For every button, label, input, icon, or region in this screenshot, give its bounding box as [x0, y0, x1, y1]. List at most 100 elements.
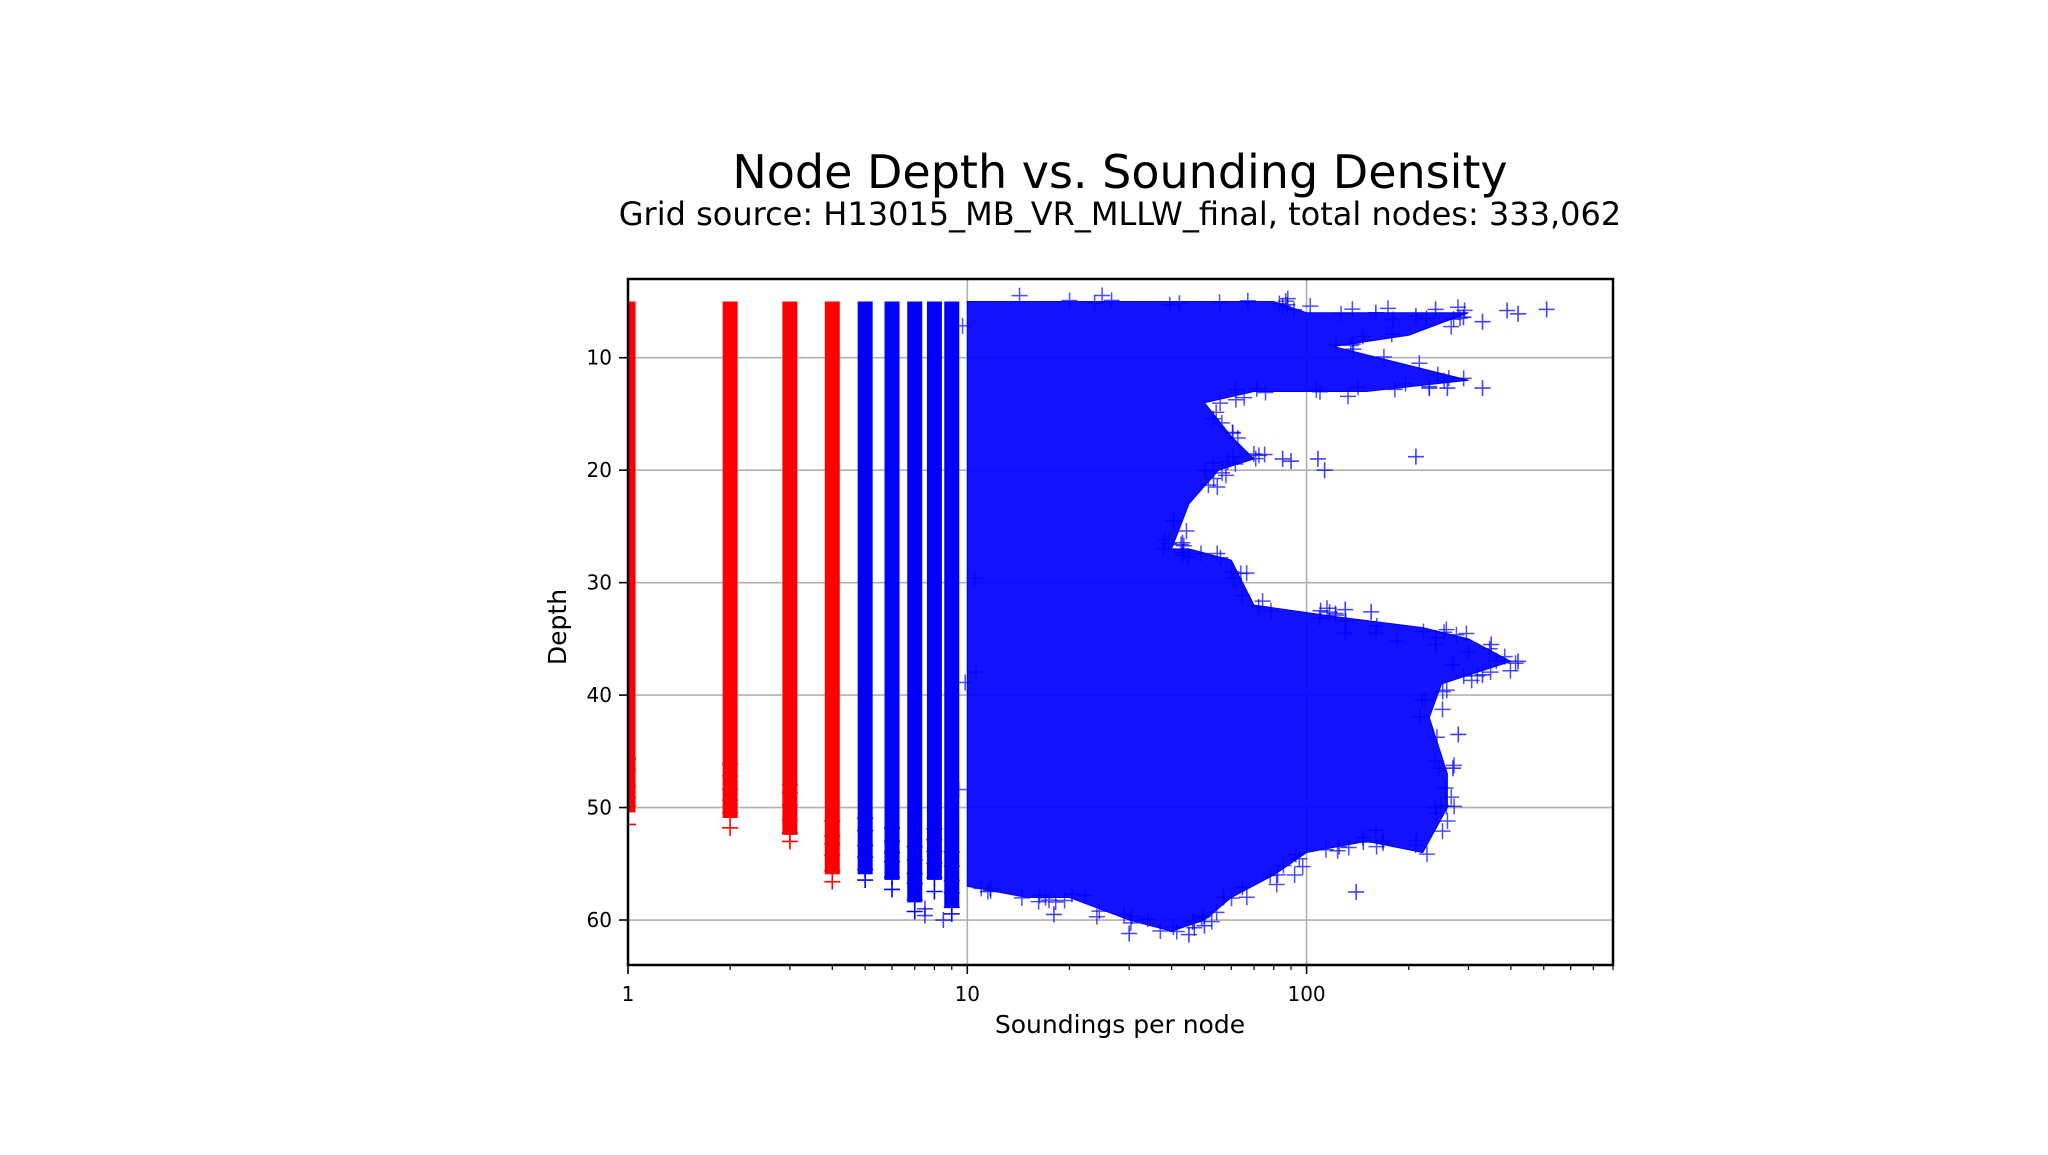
- y-tick-label: 20: [587, 458, 612, 482]
- sounding-marker: [943, 843, 960, 860]
- sounding-marker: [1446, 798, 1463, 815]
- sounding-marker: [906, 838, 923, 855]
- sounding-marker: [1434, 823, 1451, 840]
- sounding-marker: [1239, 292, 1256, 309]
- sounding-marker: [1268, 876, 1285, 893]
- sounding-marker: [1161, 296, 1178, 313]
- outlier-marker: [1367, 304, 1384, 321]
- sounding-marker: [1445, 311, 1462, 328]
- sounding-marker: [1208, 904, 1225, 921]
- sounding-marker: [1507, 655, 1524, 672]
- sounding-marker: [1247, 450, 1264, 467]
- sounding-marker: [1030, 893, 1047, 910]
- sounding-marker: [1223, 563, 1240, 580]
- sounding-marker: [1481, 640, 1498, 657]
- outlier-marker: [1121, 925, 1138, 942]
- outlier-marker: [1385, 311, 1402, 328]
- sounding-marker: [1440, 370, 1457, 387]
- sounding-marker: [1197, 462, 1214, 479]
- outlier-marker: [1037, 889, 1054, 906]
- chart-title: Node Depth vs. Sounding Density: [732, 145, 1507, 199]
- sounding-marker: [1277, 293, 1294, 310]
- y-tick-label: 10: [587, 346, 612, 370]
- sounding-marker: [857, 810, 874, 827]
- sounding-marker: [1193, 909, 1210, 926]
- sounding-marker: [943, 899, 960, 916]
- sounding-marker: [1168, 923, 1185, 940]
- sounding-marker: [1427, 753, 1444, 770]
- sounding-marker: [1430, 760, 1447, 777]
- outlier-marker: [1180, 926, 1197, 943]
- sounding-marker: [1209, 545, 1226, 562]
- outlier-marker: [916, 907, 933, 924]
- sounding-marker: [1463, 672, 1480, 689]
- sounding-marker: [1368, 838, 1385, 855]
- sounding-marker: [1287, 846, 1304, 863]
- sounding-marker: [1496, 648, 1513, 665]
- sounding-marker: [1449, 299, 1466, 316]
- sounding-marker: [1226, 570, 1243, 587]
- y-tick-label: 30: [587, 571, 612, 595]
- sounding-marker: [1418, 310, 1435, 327]
- sounding-marker: [1212, 549, 1229, 566]
- sounding-marker: [966, 570, 983, 587]
- x-axis-label: Soundings per node: [995, 1010, 1245, 1039]
- sounding-marker: [943, 858, 960, 875]
- outlier-marker: [1316, 462, 1333, 479]
- outlier-marker: [1499, 302, 1516, 319]
- sounding-column: [926, 301, 942, 880]
- sounding-marker: [1171, 295, 1188, 312]
- outlier-marker: [1045, 906, 1062, 923]
- sounding-marker: [1329, 842, 1346, 859]
- sounding-marker: [1175, 537, 1192, 554]
- sounding-marker: [781, 776, 798, 793]
- sounding-marker: [1448, 626, 1465, 643]
- sounding-marker: [926, 869, 943, 886]
- sounding-marker: [1488, 652, 1505, 669]
- sounding-marker: [1165, 513, 1182, 530]
- sounding-marker: [1386, 381, 1403, 398]
- sounding-column: [907, 301, 923, 903]
- sounding-marker: [1250, 598, 1267, 615]
- sounding-marker: [1383, 326, 1400, 343]
- sounding-marker: [1443, 318, 1460, 335]
- sounding-marker: [722, 819, 739, 836]
- sounding-marker: [824, 827, 841, 844]
- sounding-marker: [906, 865, 923, 882]
- sounding-marker: [1294, 858, 1311, 875]
- sounding-marker: [1192, 545, 1209, 562]
- sounding-marker: [1238, 889, 1255, 906]
- sounding-marker: [1205, 454, 1222, 471]
- sounding-marker: [1412, 708, 1429, 725]
- outlier-marker: [1474, 380, 1491, 397]
- sounding-column: [722, 301, 738, 819]
- outlier-marker: [1348, 883, 1365, 900]
- sounding-marker: [1203, 913, 1220, 930]
- sounding-marker: [1213, 414, 1230, 431]
- outlier-marker: [1274, 450, 1291, 467]
- sounding-marker: [1156, 531, 1173, 548]
- sounding-marker: [1174, 547, 1191, 564]
- sounding-marker: [1311, 609, 1328, 626]
- sounding-marker: [1205, 470, 1222, 487]
- sounding-marker: [1186, 913, 1203, 930]
- sounding-marker: [1439, 813, 1456, 830]
- sounding-marker: [1094, 287, 1111, 304]
- sounding-marker: [628, 777, 636, 794]
- outlier-marker: [1337, 601, 1354, 618]
- sounding-marker: [926, 820, 943, 837]
- sounding-marker: [1227, 455, 1244, 472]
- outlier-marker: [1367, 822, 1384, 839]
- outlier-marker: [1427, 636, 1444, 653]
- sounding-marker: [1355, 834, 1372, 851]
- sounding-marker: [1327, 605, 1344, 622]
- sounding-marker: [1458, 625, 1475, 642]
- sounding-marker: [628, 789, 636, 806]
- y-axis-label: Depth: [543, 589, 572, 665]
- sounding-marker: [1248, 380, 1265, 397]
- outlier-marker: [1363, 603, 1380, 620]
- outlier-marker: [1439, 380, 1456, 397]
- sounding-marker: [884, 869, 901, 886]
- sounding-marker: [1291, 850, 1308, 867]
